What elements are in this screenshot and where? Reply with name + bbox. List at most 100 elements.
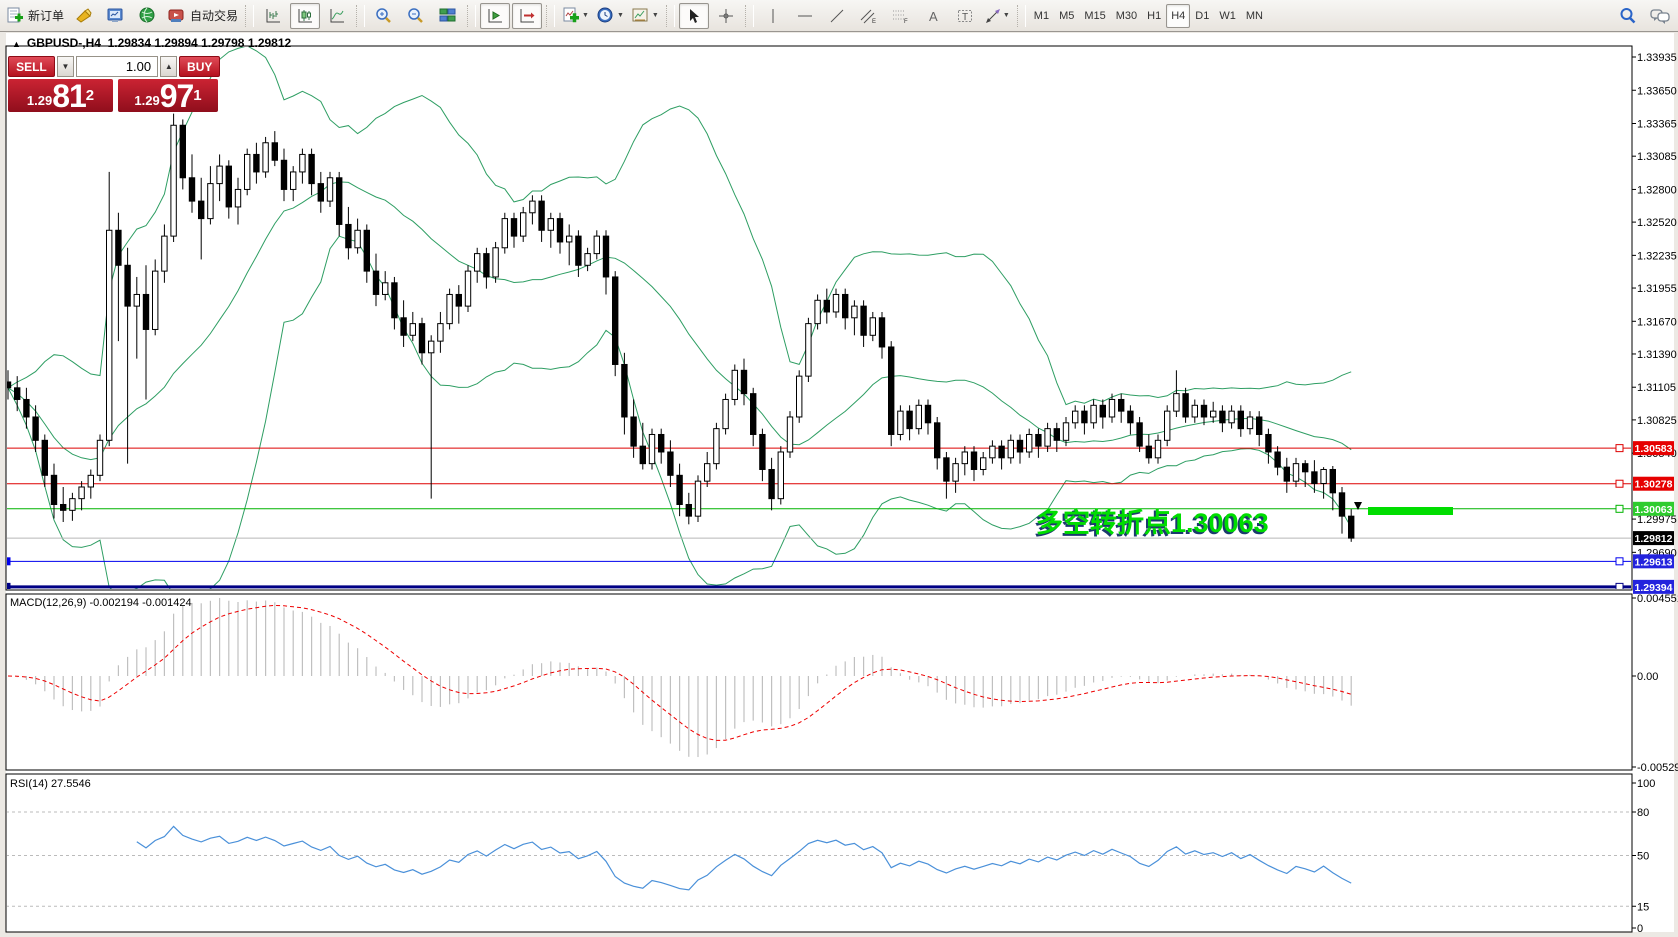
styler-button[interactable] xyxy=(69,3,99,29)
timeframe-M30[interactable]: M30 xyxy=(1115,9,1138,22)
buy-button[interactable]: BUY xyxy=(179,56,220,77)
bar-chart-button[interactable] xyxy=(258,3,288,29)
timeframe-D1[interactable]: D1 xyxy=(1195,9,1210,22)
svg-text:1.30583: 1.30583 xyxy=(1635,443,1673,455)
cursor-tool-button[interactable] xyxy=(678,2,709,29)
chart-shift-icon xyxy=(520,8,535,22)
arrows-icon xyxy=(985,8,1000,23)
fibonacci-tool-button[interactable]: F xyxy=(886,3,916,29)
globe-icon xyxy=(139,7,155,22)
search-button[interactable] xyxy=(1613,3,1643,29)
arrows-dropdown-caret[interactable]: ▼ xyxy=(1002,12,1010,19)
arrows-tool-button[interactable]: ▼ xyxy=(982,3,1013,29)
level-highlight-bar[interactable] xyxy=(1368,507,1453,515)
macd-label: MACD(12,26,9) -0.002194 -0.001424 xyxy=(10,597,192,609)
price-axis[interactable]: 1.33935 1.33650 1.33365 1.33085 1.32800 1.325… xyxy=(1632,52,1678,935)
chat-button[interactable] xyxy=(1645,3,1675,29)
sell-button[interactable]: SELL xyxy=(8,56,55,77)
label-tool-button[interactable]: T xyxy=(950,3,980,29)
indicators-dropdown-caret[interactable]: ▼ xyxy=(582,12,589,19)
autotrading-button[interactable]: 自动交易 xyxy=(165,3,241,29)
svg-text:F: F xyxy=(904,19,908,24)
timeframe-M5[interactable]: M5 xyxy=(1059,9,1075,22)
collapse-panel-icon[interactable]: ▲ xyxy=(12,39,21,49)
svg-text:1.33085: 1.33085 xyxy=(1637,151,1677,163)
trendline-tool-button[interactable] xyxy=(822,3,852,29)
text-label-icon: T xyxy=(957,9,972,23)
timeframe-MN[interactable]: MN xyxy=(1245,9,1263,22)
ohlc-open: 1.29834 xyxy=(107,36,151,50)
line-chart-button[interactable] xyxy=(322,3,352,29)
tile-windows-button[interactable] xyxy=(433,3,463,29)
sell-price-display[interactable]: 1.29 81 2 xyxy=(8,79,113,112)
svg-text:E: E xyxy=(872,19,876,24)
horizontal-line-tool-button[interactable] xyxy=(790,3,820,29)
periods-button[interactable]: ▼ xyxy=(594,3,627,29)
toolbar-separator xyxy=(546,4,556,27)
svg-text:0: 0 xyxy=(1637,923,1643,935)
main-pane[interactable] xyxy=(3,46,1632,597)
timeframe-W1[interactable]: W1 xyxy=(1219,9,1236,22)
svg-text:1.31390: 1.31390 xyxy=(1637,349,1677,361)
chart-annotation-text[interactable]: 多空转折点1.30063 xyxy=(1036,508,1269,538)
timeframe-H4[interactable]: H4 xyxy=(1166,3,1191,28)
line-handle[interactable] xyxy=(1615,479,1624,488)
timeframe-H1[interactable]: H1 xyxy=(1147,9,1162,22)
svg-text:1.31670: 1.31670 xyxy=(1637,316,1677,328)
buy-price-small: 1.29 xyxy=(134,93,160,108)
volume-decrease-button[interactable]: ▼ xyxy=(56,56,75,77)
line-handle[interactable] xyxy=(1615,444,1624,453)
chart-shift-button[interactable] xyxy=(512,2,543,29)
bollinger-band-line xyxy=(7,181,1352,461)
volume-increase-button[interactable]: ▲ xyxy=(160,56,178,77)
sell-price-big: 81 xyxy=(52,78,87,114)
line-chart-icon xyxy=(330,8,345,22)
zoom-out-button[interactable] xyxy=(401,3,431,29)
svg-text:1.32235: 1.32235 xyxy=(1637,250,1677,262)
svg-text:0.004551: 0.004551 xyxy=(1637,593,1678,605)
auto-scroll-button[interactable] xyxy=(480,2,511,29)
periods-dropdown-caret[interactable]: ▼ xyxy=(616,12,624,19)
templates-button[interactable]: ▼ xyxy=(629,3,662,29)
line-handle[interactable] xyxy=(3,582,11,590)
macd-pane[interactable] xyxy=(7,597,1352,758)
rsi-line xyxy=(136,825,1352,891)
toolbar-separator xyxy=(245,4,255,27)
cursor-icon xyxy=(689,8,699,23)
volume-input[interactable] xyxy=(76,56,159,77)
timeframe-M15[interactable]: M15 xyxy=(1084,9,1106,22)
line-handle[interactable] xyxy=(1615,582,1624,590)
rsi-pane[interactable] xyxy=(6,811,1632,907)
crosshair-icon xyxy=(718,8,733,23)
svg-text:1.30825: 1.30825 xyxy=(1637,415,1677,427)
line-handle[interactable] xyxy=(1615,504,1624,513)
svg-text:0.00: 0.00 xyxy=(1637,671,1658,683)
monitor-icon xyxy=(107,8,123,22)
sell-price-small: 1.29 xyxy=(26,93,53,108)
ohlc-low: 1.29798 xyxy=(201,36,245,50)
bollinger-band-line xyxy=(7,235,1352,589)
indicators-button[interactable]: ▼ xyxy=(559,3,592,29)
timeframe-M1[interactable]: M1 xyxy=(1033,9,1050,22)
vertical-line-tool-button[interactable] xyxy=(758,3,788,29)
templates-dropdown-caret[interactable]: ▼ xyxy=(651,12,659,19)
svg-text:1.29394: 1.29394 xyxy=(1635,582,1673,594)
horizontal-level-lines[interactable] xyxy=(6,447,1632,589)
line-handle[interactable] xyxy=(3,557,11,566)
text-tool-button[interactable]: A xyxy=(918,3,948,29)
candlestick-chart-button[interactable] xyxy=(290,2,321,29)
new-order-button[interactable]: 新订单 xyxy=(3,3,67,29)
line-handle[interactable] xyxy=(1615,557,1624,566)
candles xyxy=(7,113,1355,542)
channel-tool-button[interactable]: E xyxy=(854,3,884,29)
buy-price-display[interactable]: 1.29 97 1 xyxy=(118,79,218,112)
metaeditor-button[interactable] xyxy=(101,3,131,29)
price-arrow-marker xyxy=(1354,502,1362,510)
crosshair-tool-button[interactable] xyxy=(711,3,741,29)
zoom-in-button[interactable] xyxy=(369,3,399,29)
level-price-badge xyxy=(1633,531,1674,546)
community-button[interactable] xyxy=(133,3,163,29)
bar-chart-icon xyxy=(266,8,281,22)
chart-canvas[interactable]: 1.33935 1.33650 1.33365 1.33085 1.32800 1.325… xyxy=(0,33,1678,937)
